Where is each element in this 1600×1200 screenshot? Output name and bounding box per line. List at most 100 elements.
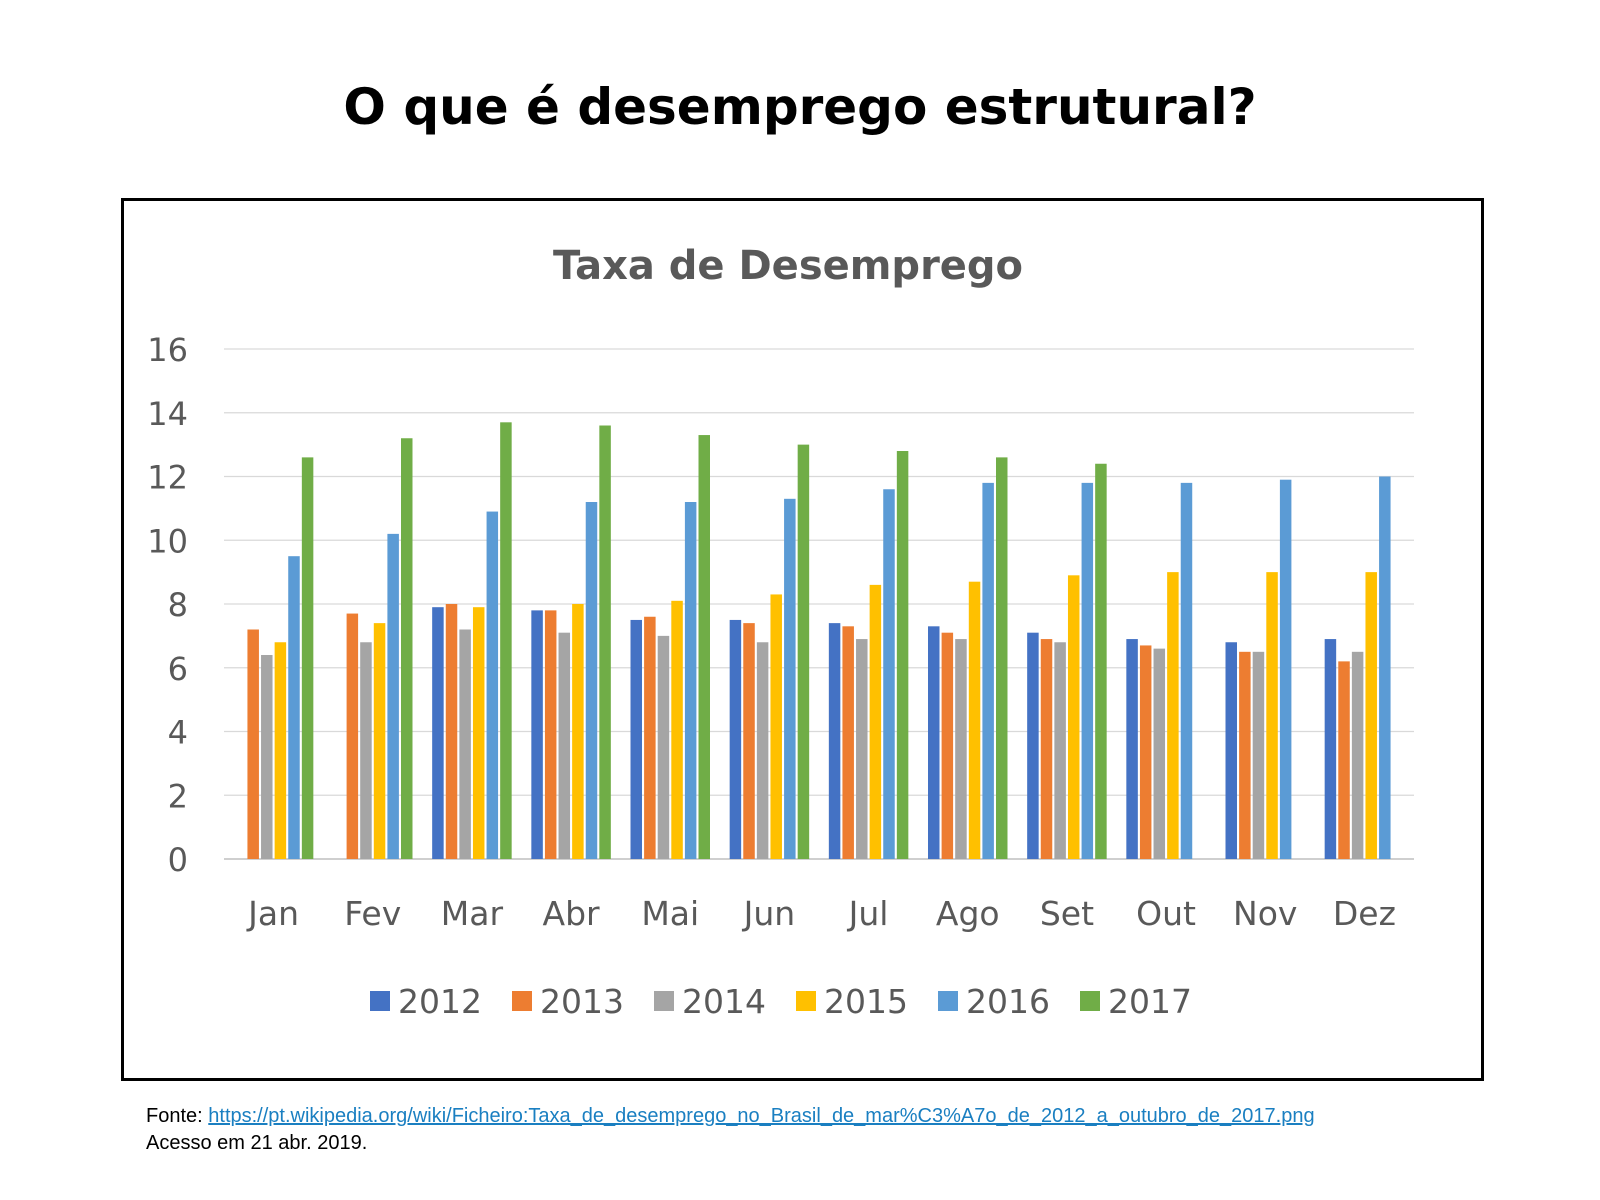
bar-dez-2014 xyxy=(1351,651,1364,859)
x-tick-label: Jul xyxy=(847,894,889,933)
y-tick-label: 4 xyxy=(168,714,188,752)
bar-nov-2013 xyxy=(1239,651,1251,859)
bar-fev-2017 xyxy=(401,438,413,859)
bars xyxy=(247,422,1391,859)
bar-mar-2016 xyxy=(486,511,499,859)
bar-set-2013 xyxy=(1040,639,1053,859)
bar-fev-2015 xyxy=(373,623,386,859)
bar-abr-2015 xyxy=(572,604,584,859)
y-tick-label: 2 xyxy=(168,777,188,815)
bar-jul-2014 xyxy=(856,639,868,859)
bar-jun-2016 xyxy=(784,498,796,859)
bar-jan-2017 xyxy=(301,457,314,859)
bar-jan-2013 xyxy=(247,629,259,859)
y-axis-ticks: 0 2 4 6 8 10 12 14 16 xyxy=(147,331,188,879)
bar-ago-2014 xyxy=(955,639,967,859)
bar-ago-2012 xyxy=(928,626,940,859)
access-date: Acesso em 21 abr. 2019. xyxy=(146,1132,368,1154)
x-tick-label: Abr xyxy=(543,894,601,933)
y-tick-label: 16 xyxy=(147,331,188,369)
bar-jan-2016 xyxy=(288,556,300,859)
bar-mar-2014 xyxy=(459,629,471,859)
bar-jul-2017 xyxy=(896,451,909,859)
bar-dez-2012 xyxy=(1324,639,1337,859)
bar-abr-2014 xyxy=(558,632,571,859)
y-tick-label: 6 xyxy=(168,650,188,688)
x-tick-label: Fev xyxy=(344,894,401,933)
page-heading: O que é desemprego estrutural? xyxy=(343,78,1257,136)
legend-label: 2016 xyxy=(966,982,1050,1021)
bar-out-2012 xyxy=(1126,639,1138,859)
legend-label: 2015 xyxy=(824,982,908,1021)
bar-jun-2013 xyxy=(743,623,755,859)
bar-nov-2012 xyxy=(1225,642,1237,859)
bar-abr-2017 xyxy=(599,425,611,859)
bar-mar-2015 xyxy=(472,607,485,859)
bar-abr-2013 xyxy=(544,610,557,859)
bar-ago-2017 xyxy=(996,457,1008,859)
bar-ago-2016 xyxy=(982,482,994,859)
bar-out-2016 xyxy=(1180,482,1193,859)
source-note: Fonte: https://pt.wikipedia.org/wiki/Fic… xyxy=(146,1103,1315,1157)
legend-swatch-2014 xyxy=(654,991,674,1011)
bar-nov-2015 xyxy=(1266,572,1278,859)
y-tick-label: 8 xyxy=(168,586,188,624)
x-axis-ticks: Jan Fev Mar Abr Mai Jun Jul Ago Set Out Nov Dez xyxy=(246,894,1396,933)
bar-jul-2016 xyxy=(883,489,895,859)
legend-swatch-2013 xyxy=(512,991,532,1011)
bar-mai-2012 xyxy=(630,619,642,859)
bar-jul-2015 xyxy=(869,584,882,859)
bar-mai-2015 xyxy=(671,600,683,859)
bar-jul-2013 xyxy=(842,626,854,859)
bar-jul-2012 xyxy=(828,623,841,859)
x-tick-label: Jan xyxy=(246,894,299,933)
legend-swatch-2016 xyxy=(938,991,958,1011)
x-tick-label: Mai xyxy=(641,894,699,933)
bar-jun-2014 xyxy=(756,642,769,859)
legend-swatch-2015 xyxy=(796,991,816,1011)
legend-label: 2014 xyxy=(682,982,766,1021)
y-tick-label: 10 xyxy=(147,522,188,560)
x-tick-label: Dez xyxy=(1333,894,1396,933)
bar-mar-2012 xyxy=(432,607,444,859)
legend: 2012 2013 2014 2015 2016 2017 xyxy=(370,982,1192,1021)
bar-set-2014 xyxy=(1054,642,1066,859)
y-tick-label: 14 xyxy=(147,395,188,433)
x-tick-label: Out xyxy=(1136,894,1196,933)
bar-jun-2012 xyxy=(729,619,742,859)
bar-set-2016 xyxy=(1081,482,1094,859)
source-line: Fonte: https://pt.wikipedia.org/wiki/Fic… xyxy=(146,1103,1315,1130)
bar-dez-2013 xyxy=(1338,661,1350,859)
source-label: Fonte: xyxy=(146,1105,203,1127)
source-link[interactable]: https://pt.wikipedia.org/wiki/Ficheiro:T… xyxy=(208,1105,1315,1127)
unemployment-bar-chart: Taxa de Desemprego 0 2 4 6 8 10 12 14 16 Jan Fev M… xyxy=(147,243,1414,1021)
legend-label: 2012 xyxy=(398,982,482,1021)
bar-fev-2013 xyxy=(346,613,359,859)
bar-nov-2016 xyxy=(1279,479,1292,859)
chart-title: Taxa de Desemprego xyxy=(553,243,1023,289)
x-tick-label: Ago xyxy=(936,894,1000,933)
legend-label: 2013 xyxy=(540,982,624,1021)
gridlines xyxy=(224,348,1414,860)
bar-set-2012 xyxy=(1027,632,1039,859)
bar-set-2015 xyxy=(1067,575,1080,859)
x-tick-label: Mar xyxy=(441,894,504,933)
bar-jan-2015 xyxy=(274,642,287,859)
bar-out-2013 xyxy=(1139,645,1152,859)
bar-out-2015 xyxy=(1167,572,1179,859)
x-tick-label: Nov xyxy=(1233,894,1297,933)
bar-abr-2012 xyxy=(531,610,543,859)
y-tick-label: 0 xyxy=(168,841,188,879)
bar-jan-2014 xyxy=(261,655,273,859)
chart-frame: Taxa de Desemprego 0 2 4 6 8 10 12 14 16 Jan Fev M… xyxy=(121,198,1484,1081)
bar-jun-2017 xyxy=(797,444,810,859)
legend-swatch-2017 xyxy=(1080,991,1100,1011)
y-tick-label: 12 xyxy=(147,459,188,497)
bar-dez-2016 xyxy=(1379,476,1391,859)
bar-mai-2013 xyxy=(644,616,656,859)
bar-ago-2013 xyxy=(941,632,954,859)
bar-jun-2015 xyxy=(770,594,782,859)
bar-abr-2016 xyxy=(585,502,598,859)
bar-mai-2016 xyxy=(684,502,697,859)
x-tick-label: Jun xyxy=(742,894,796,933)
